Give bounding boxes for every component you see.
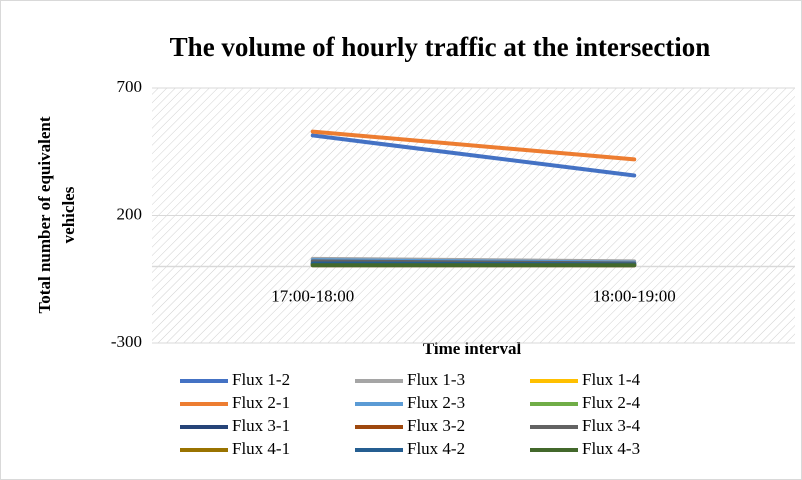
legend-label: Flux 1-4 <box>582 370 641 389</box>
x-axis-label: Time interval <box>423 339 522 358</box>
x-tick-label: 17:00-18:00 <box>271 286 354 305</box>
y-axis-label: Total number of equivalent vehicles <box>35 116 78 313</box>
legend-label: Flux 3-4 <box>582 416 641 435</box>
legend-label: Flux 4-1 <box>232 439 290 458</box>
chart-title: The volume of hourly traffic at the inte… <box>170 32 711 62</box>
x-tick-label: 18:00-19:00 <box>593 286 676 305</box>
y-tick-label: 200 <box>117 204 143 223</box>
y-axis-label-line: vehicles <box>59 186 78 243</box>
legend-label: Flux 1-3 <box>407 370 465 389</box>
legend-label: Flux 2-4 <box>582 393 641 412</box>
legend-label: Flux 4-2 <box>407 439 465 458</box>
legend-label: Flux 3-1 <box>232 416 290 435</box>
y-tick-label: 700 <box>117 77 143 96</box>
legend-label: Flux 3-2 <box>407 416 465 435</box>
legend-label: Flux 4-3 <box>582 439 640 458</box>
series-line <box>310 129 637 162</box>
y-tick-label: -300 <box>111 332 142 351</box>
y-axis-label-line: Total number of equivalent <box>35 116 54 313</box>
legend-label: Flux 2-1 <box>232 393 290 412</box>
series-line <box>310 133 637 178</box>
legend-label: Flux 2-3 <box>407 393 465 412</box>
legend-label: Flux 1-2 <box>232 370 290 389</box>
